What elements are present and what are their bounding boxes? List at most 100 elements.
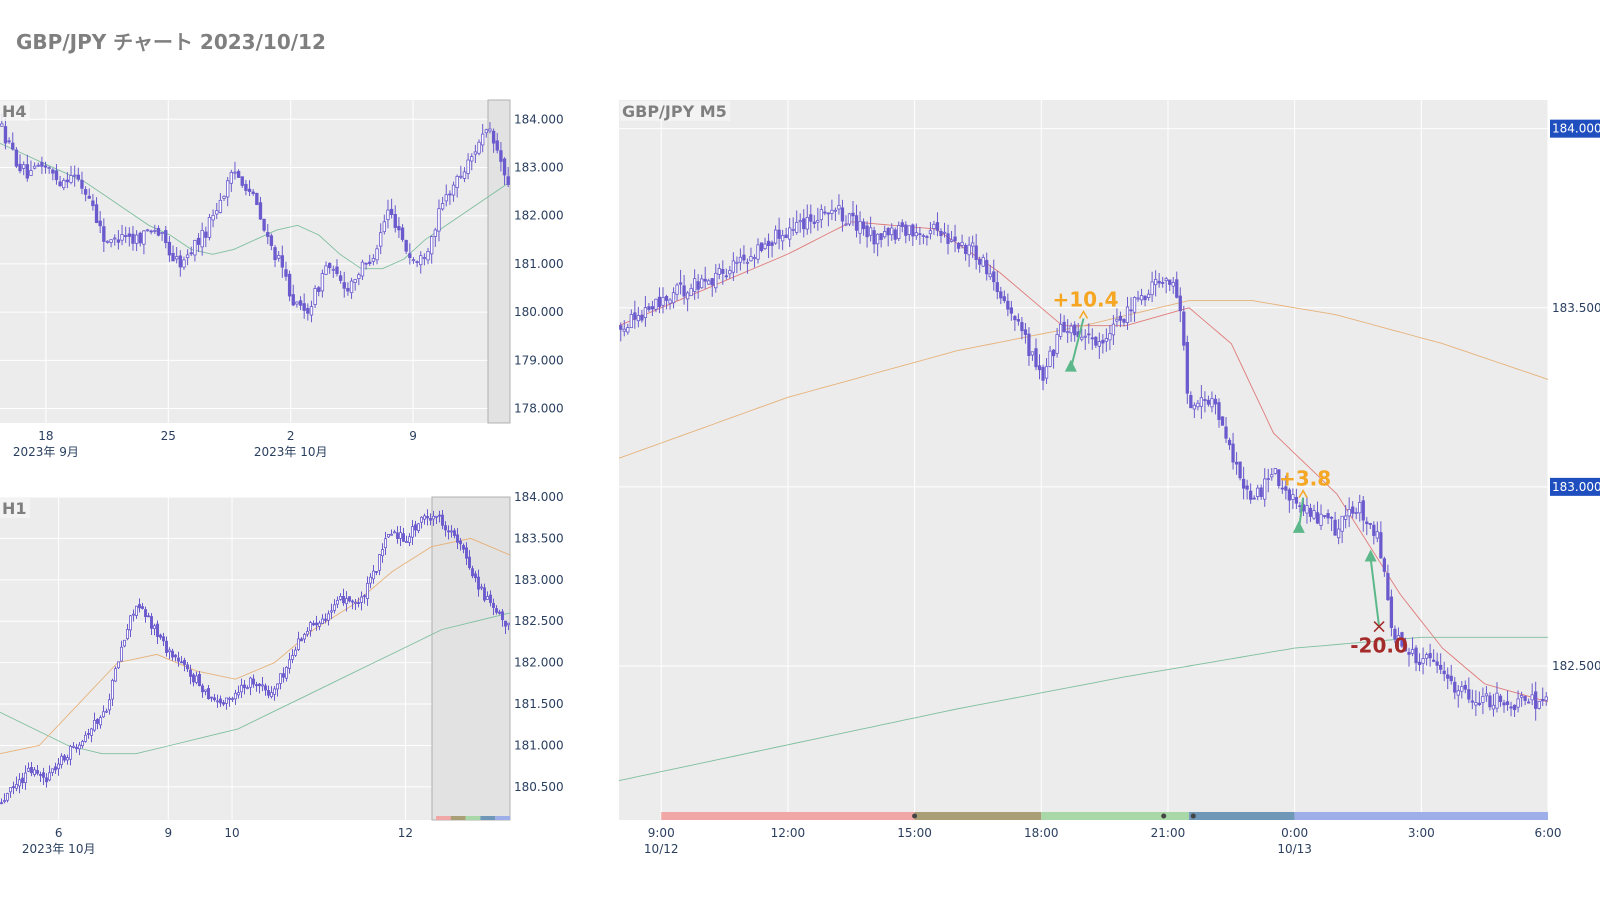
m5-candle — [1396, 635, 1401, 640]
h1-candle — [48, 772, 51, 781]
m5-candle — [1154, 278, 1158, 286]
m5-candle — [981, 257, 985, 267]
m5-candle — [823, 211, 827, 214]
h4-candle — [375, 248, 379, 261]
m5-candle — [1083, 335, 1087, 338]
h1-candle — [243, 684, 246, 689]
m5-candle — [671, 292, 676, 304]
h4-candle — [430, 236, 434, 255]
m5-candle — [830, 209, 834, 214]
h1-session-bar — [450, 816, 466, 820]
m5-candle — [1231, 443, 1235, 463]
m5-candle — [1023, 329, 1028, 335]
h4-candle — [353, 279, 357, 283]
h4-candle — [317, 287, 321, 292]
m5-candle — [1273, 468, 1277, 474]
m5-candle — [1428, 653, 1432, 659]
m5-candle — [795, 221, 799, 233]
h4-candle — [481, 133, 485, 146]
h1-candle — [465, 547, 468, 559]
m5-candle — [1066, 331, 1070, 334]
h4-candle — [80, 179, 84, 189]
m5-candle — [1488, 695, 1492, 708]
h4-candle — [229, 172, 233, 184]
h1-candle — [102, 711, 105, 718]
m5-candle — [1048, 350, 1052, 367]
h1-moving-average — [0, 537, 511, 755]
h1-candle — [459, 540, 462, 545]
m5-candle — [1372, 524, 1376, 536]
h1-panel: 184.000 183.500 183.000 182.500 182.000 181.5… — [0, 490, 564, 856]
h4-candle — [251, 191, 255, 194]
m5-session-marker — [912, 813, 918, 819]
m5-session-bar — [1041, 812, 1190, 820]
h1-candle — [414, 524, 417, 531]
h1-candle — [15, 783, 18, 789]
m5-candle — [1495, 692, 1499, 709]
m5-candle — [731, 260, 735, 273]
h1-candle — [228, 697, 231, 700]
m5-candle — [654, 298, 658, 310]
h4-plot-area — [0, 100, 510, 423]
m5-candle — [626, 327, 630, 333]
h1-candle — [411, 526, 414, 538]
h4-candle — [51, 169, 55, 174]
h1-candle — [363, 595, 366, 598]
h1-y-tick: 183.000 — [514, 573, 564, 587]
h1-candle — [39, 774, 42, 776]
h4-candle — [393, 214, 397, 228]
h4-gridlines — [0, 100, 510, 423]
h4-candle — [477, 141, 481, 154]
h1-candle — [345, 598, 348, 604]
m5-candle — [904, 224, 908, 236]
h1-candle — [114, 668, 117, 682]
m5-candle — [1058, 323, 1063, 337]
m5-candle — [854, 215, 859, 231]
h1-candle — [504, 620, 507, 627]
h1-x-tick: 6 — [55, 826, 63, 840]
m5-candle — [1143, 295, 1147, 301]
m5-candle — [868, 227, 873, 236]
h4-candle — [382, 221, 386, 233]
h4-candle — [320, 273, 325, 292]
h1-candle — [468, 556, 471, 569]
h1-x-tick: 12 — [398, 826, 413, 840]
h1-candle — [477, 576, 480, 590]
h1-x-tick: 9 — [164, 826, 172, 840]
m5-candle — [1146, 293, 1151, 298]
h1-current-day-highlight — [431, 496, 511, 821]
h4-candle — [444, 194, 448, 202]
h4-candle — [462, 171, 467, 179]
m5-candle — [1509, 706, 1513, 709]
m5-candle — [657, 296, 662, 308]
m5-candle — [1537, 700, 1541, 709]
h1-x-tick: 10 — [224, 826, 239, 840]
m5-candle — [1527, 701, 1531, 704]
m5-candle — [805, 216, 809, 230]
h1-candle — [435, 515, 438, 518]
h4-candle — [134, 234, 139, 244]
h4-candle — [47, 167, 51, 169]
h1-candle — [309, 622, 312, 631]
h1-candle — [9, 787, 12, 793]
h1-candle — [429, 518, 432, 521]
h4-title: H4 — [2, 102, 27, 121]
h4-candle — [397, 226, 401, 231]
m5-candle — [1351, 506, 1355, 514]
m5-candle — [911, 224, 915, 237]
m5-candle — [1502, 702, 1506, 706]
m5-candle — [1062, 321, 1066, 333]
h1-candle — [420, 516, 423, 523]
m5-candle — [1417, 661, 1422, 666]
m5-candle — [780, 235, 785, 242]
h1-candle — [318, 622, 321, 627]
m5-candle — [710, 278, 714, 286]
m5-candle — [1013, 316, 1017, 321]
h1-candle — [60, 755, 63, 766]
h4-candle — [440, 203, 445, 210]
m5-candle — [1020, 322, 1024, 332]
h4-current-day-highlight — [487, 99, 511, 424]
m5-candle — [1358, 502, 1362, 514]
h1-candle — [204, 689, 207, 692]
